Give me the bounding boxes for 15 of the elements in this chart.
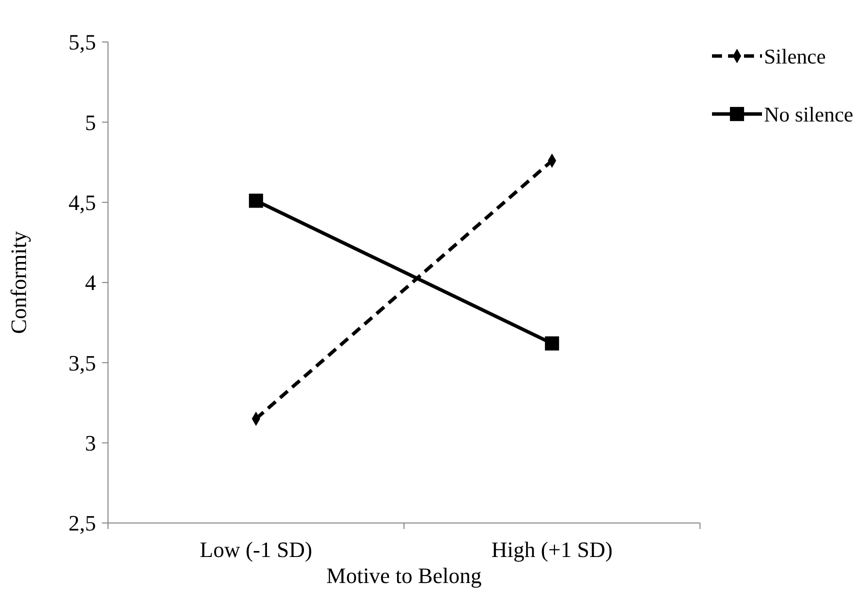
x-tick-label: High (+1 SD) <box>491 537 613 562</box>
legend-label: No silence <box>764 102 853 126</box>
y-tick-label: 2,5 <box>68 510 96 536</box>
y-tick-label: 3 <box>85 430 96 456</box>
x-tick-label: Low (-1 SD) <box>200 537 312 562</box>
point <box>248 194 264 208</box>
y-tick-label: 4,5 <box>68 190 96 216</box>
legend-label: Silence <box>764 44 826 68</box>
point <box>544 336 560 350</box>
y-axis-title: Conformity <box>6 231 31 334</box>
y-tick-label: 4 <box>85 270 96 296</box>
y-tick-label: 3,5 <box>68 350 96 376</box>
x-axis-title: Motive to Belong <box>326 563 482 588</box>
y-tick-label: 5 <box>85 110 96 135</box>
y-tick-label: 5,5 <box>68 30 96 55</box>
